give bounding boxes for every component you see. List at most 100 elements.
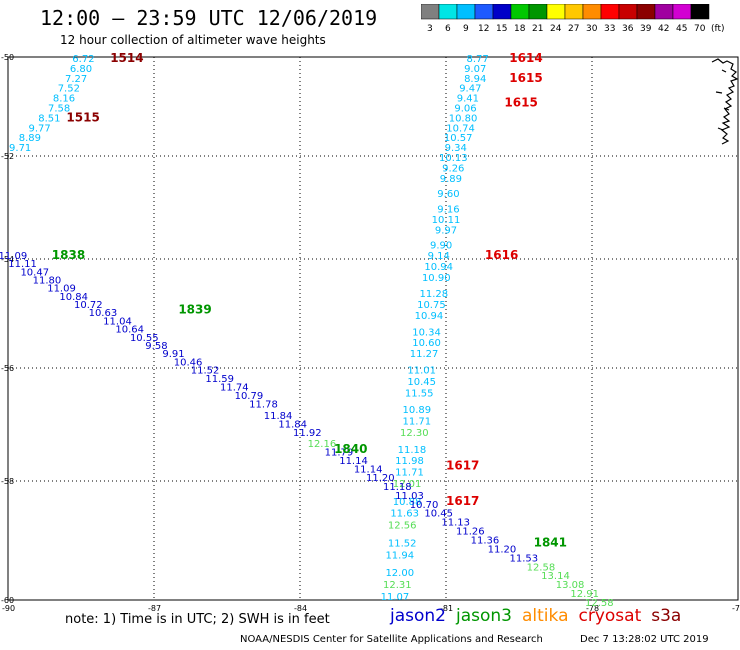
color-scale-label: 30 [586, 24, 598, 34]
wave-height-label: 8.51 [38, 113, 60, 124]
color-swatch [510, 4, 530, 20]
pass-time-label: 1839 [178, 303, 211, 317]
pass-time-label: 1617 [446, 459, 479, 473]
wave-height-label: 10.55 [130, 333, 159, 344]
pass-time-label: 1617 [446, 494, 479, 508]
wave-height-label: 9.97 [435, 225, 457, 236]
wave-height-label: 11.84 [278, 419, 307, 430]
color-scale-label: 21 [532, 24, 543, 34]
wave-height-label: 10.90 [422, 273, 451, 284]
wave-height-label: 10.45 [424, 509, 453, 520]
note-text: note: 1) Time is in UTC; 2) SWH is in fe… [65, 612, 330, 627]
wave-height-label: 11.84 [264, 411, 293, 422]
wave-height-label: 11.98 [395, 456, 424, 467]
wave-height-label: 10.60 [412, 338, 441, 349]
wave-height-label: 12.16 [308, 439, 337, 450]
wave-height-label: 11.27 [410, 349, 439, 360]
color-swatch [546, 4, 566, 20]
s3a-track: 6.726.807.277.528.167.588.519.778.899.71 [9, 54, 95, 154]
wave-height-label: 11.36 [471, 535, 500, 546]
lon-tick-label: -75 [732, 604, 740, 613]
wave-height-label: 10.89 [402, 405, 431, 416]
color-swatch [654, 4, 674, 20]
footer-timestamp: Dec 7 13:28:02 UTC 2019 [580, 634, 709, 645]
satellite-legend-item: jason3 [456, 606, 512, 626]
wave-height-label: 8.89 [19, 133, 41, 144]
wave-height-label: 12.01 [393, 479, 422, 490]
wave-height-label: 9.14 [428, 251, 450, 262]
lon-tick-label: -84 [294, 604, 307, 613]
satellite-legend-item: cryosat [578, 606, 642, 626]
wave-height-label: 10.88 [393, 497, 422, 508]
color-scale-label: 3 [427, 24, 433, 34]
wave-height-label: 10.80 [449, 113, 478, 124]
wave-height-label: 6.72 [72, 54, 94, 65]
lat-tick-label: -56 [1, 364, 14, 373]
lon-tick-label: -87 [148, 604, 161, 613]
wave-height-label: 9.34 [445, 143, 467, 154]
wave-height-label: 11.20 [366, 473, 395, 484]
wave-height-label: 11.28 [420, 289, 449, 300]
color-swatch [582, 4, 602, 20]
wave-height-label: 11.18 [383, 482, 412, 493]
wave-height-label: 11.04 [103, 316, 132, 327]
lat-tick-label: -50 [1, 53, 14, 62]
wave-height-label: 10.47 [20, 267, 49, 278]
color-scale-label: 36 [622, 24, 634, 34]
wave-height-label: 11.20 [488, 544, 517, 555]
wave-height-label: 9.16 [437, 205, 459, 216]
color-swatch [492, 4, 512, 20]
wave-height-label: 11.53 [510, 553, 539, 564]
color-swatch [600, 4, 620, 20]
wave-height-label: 10.74 [446, 123, 475, 134]
page-title: 12:00 — 23:59 UTC 12/06/2019 [40, 6, 378, 30]
pass-time-label: 1615 [509, 71, 542, 85]
wave-height-label: 9.71 [9, 143, 31, 154]
wave-height-label: 11.18 [398, 445, 427, 456]
wave-height-label: 9.60 [437, 189, 459, 200]
pass-time-label: 1616 [485, 248, 518, 262]
wave-height-label: 7.52 [58, 84, 80, 95]
wave-height-label: 10.72 [74, 300, 103, 311]
color-swatch [690, 4, 710, 20]
lon-tick-label: -78 [586, 604, 599, 613]
wave-height-label: 11.11 [8, 259, 37, 270]
wave-height-label: 11.63 [390, 509, 419, 520]
wave-height-label: 9.77 [29, 123, 51, 134]
color-scale-label: 12 [478, 24, 489, 34]
color-swatch [421, 4, 440, 20]
color-scale-unit: (ft) [711, 24, 725, 34]
wave-height-label: 11.07 [381, 592, 410, 603]
lon-tick-label: -90 [2, 604, 15, 613]
color-scale-label: 39 [640, 24, 652, 34]
wave-height-label: 9.90 [430, 241, 452, 252]
wave-height-label: 11.92 [293, 428, 322, 439]
wave-height-label: 12.31 [383, 580, 412, 591]
wave-height-label: 9.58 [145, 341, 167, 352]
wave-height-label: 9.47 [459, 84, 481, 95]
color-scale-label: 18 [514, 24, 526, 34]
pass-time-label: 1614 [509, 51, 542, 65]
wave-height-label: 7.27 [65, 74, 87, 85]
wave-height-label: 11.09 [0, 251, 27, 262]
wave-height-label: 7.58 [48, 103, 70, 114]
wave-height-label: 9.07 [464, 64, 486, 75]
wave-height-label: 12.30 [400, 428, 429, 439]
wave-height-label: 10.84 [59, 292, 88, 303]
wave-height-label: 11.13 [441, 518, 470, 529]
wave-height-label: 10.94 [415, 311, 444, 322]
color-scale-label: 70 [694, 24, 706, 34]
wave-height-label: 11.09 [47, 284, 76, 295]
lat-tick-label: -52 [1, 152, 14, 161]
wave-height-label: 10.75 [417, 300, 446, 311]
pass-time-label: 1838 [52, 248, 85, 262]
color-swatch [528, 4, 548, 20]
satellite-legend-item: altika [522, 606, 569, 626]
wave-height-label: 6.80 [70, 64, 92, 75]
color-scale-label: 9 [463, 24, 469, 34]
wave-height-label: 11.59 [205, 374, 234, 385]
wave-height-label: 11.03 [395, 491, 424, 502]
wave-height-label: 8.94 [464, 74, 486, 85]
wave-height-label: 8.16 [53, 94, 75, 105]
